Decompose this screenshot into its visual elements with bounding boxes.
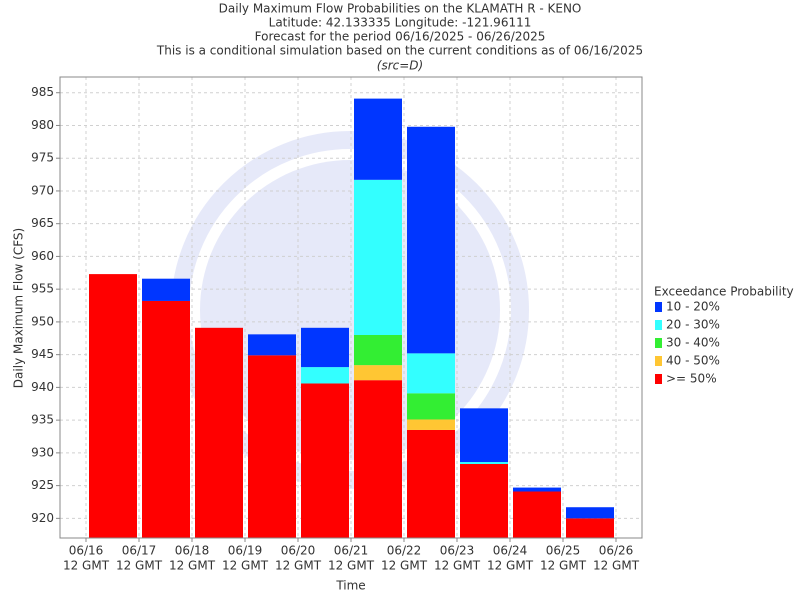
bar-segment bbox=[301, 327, 349, 368]
legend-label: >= 50% bbox=[666, 372, 717, 386]
y-tick-label: 930 bbox=[31, 445, 54, 459]
legend-title: Exceedance Probability bbox=[654, 285, 794, 299]
y-tick-label: 935 bbox=[31, 413, 54, 427]
bar-segment bbox=[301, 383, 349, 538]
x-tick-label: 06/22 bbox=[387, 544, 422, 558]
bar-segment bbox=[354, 98, 402, 180]
x-tick-label: 12 GMT bbox=[169, 559, 216, 573]
subtitle: This is a conditional simulation based o… bbox=[156, 44, 643, 58]
x-tick-label: 06/26 bbox=[599, 544, 634, 558]
plot-frame bbox=[59, 76, 643, 539]
x-tick-label: 06/23 bbox=[440, 544, 475, 558]
y-tick-label: 940 bbox=[31, 380, 54, 394]
bar-segment bbox=[407, 126, 455, 354]
x-tick-label: 12 GMT bbox=[116, 559, 163, 573]
legend-swatch bbox=[655, 374, 662, 384]
y-tick-label: 985 bbox=[31, 85, 54, 99]
bar-segment bbox=[354, 335, 402, 366]
x-tick-label: 06/20 bbox=[281, 544, 316, 558]
y-tick-label: 925 bbox=[31, 478, 54, 492]
x-tick-label: 06/24 bbox=[493, 544, 528, 558]
legend-swatch bbox=[655, 320, 662, 330]
x-tick-label: 12 GMT bbox=[434, 559, 481, 573]
bar-segment bbox=[354, 380, 402, 538]
x-tick-label: 12 GMT bbox=[63, 559, 110, 573]
y-tick-label: 920 bbox=[31, 511, 54, 525]
x-tick-label: 12 GMT bbox=[275, 559, 322, 573]
source: (src=D) bbox=[377, 59, 423, 73]
y-tick-label: 950 bbox=[31, 314, 54, 328]
y-axis-label: Daily Maximum Flow (CFS) bbox=[12, 228, 26, 388]
bar-segment bbox=[460, 464, 508, 538]
x-tick-label: 06/18 bbox=[175, 544, 210, 558]
x-tick-label: 12 GMT bbox=[328, 559, 375, 573]
x-axis-label: Time bbox=[335, 579, 365, 593]
y-tick-label: 955 bbox=[31, 282, 54, 296]
y-tick-label: 975 bbox=[31, 151, 54, 165]
bar-segment bbox=[354, 179, 402, 336]
legend-label: 40 - 50% bbox=[666, 354, 720, 368]
bar-segment bbox=[407, 429, 455, 538]
x-tick-label: 06/16 bbox=[69, 544, 104, 558]
legend-label: 20 - 30% bbox=[666, 318, 720, 332]
bar-segment bbox=[142, 300, 190, 538]
bar-segment bbox=[248, 355, 296, 538]
chart-title: Daily Maximum Flow Probabilities on the … bbox=[219, 2, 582, 16]
bar-segment bbox=[354, 365, 402, 381]
x-tick-label: 12 GMT bbox=[540, 559, 587, 573]
bar-segment bbox=[566, 507, 614, 519]
x-tick-label: 12 GMT bbox=[381, 559, 428, 573]
x-tick-label: 12 GMT bbox=[487, 559, 534, 573]
x-tick-label: 06/25 bbox=[546, 544, 581, 558]
bar-segment bbox=[142, 278, 190, 301]
bar-segment bbox=[301, 367, 349, 384]
bar-segment bbox=[460, 408, 508, 463]
x-tick-label: 06/17 bbox=[122, 544, 157, 558]
x-tick-label: 12 GMT bbox=[593, 559, 640, 573]
x-tick-label: 06/19 bbox=[228, 544, 263, 558]
y-tick-label: 980 bbox=[31, 118, 54, 132]
y-tick-label: 945 bbox=[31, 347, 54, 361]
bar-segment bbox=[460, 462, 508, 465]
legend-label: 30 - 40% bbox=[666, 336, 720, 350]
bar-segment bbox=[195, 327, 243, 538]
legend-swatch bbox=[655, 338, 662, 348]
bar-segment bbox=[248, 334, 296, 356]
legend-swatch bbox=[655, 356, 662, 366]
x-tick-label: 06/21 bbox=[334, 544, 369, 558]
bar-segment bbox=[407, 353, 455, 394]
bar-segment bbox=[407, 393, 455, 420]
subtitle: Forecast for the period 06/16/2025 - 06/… bbox=[255, 30, 546, 44]
bar-segment bbox=[89, 274, 137, 538]
subtitle: Latitude: 42.133335 Longitude: -121.9611… bbox=[269, 16, 532, 30]
bar-segment bbox=[513, 491, 561, 538]
y-tick-label: 965 bbox=[31, 216, 54, 230]
x-tick-label: 12 GMT bbox=[222, 559, 269, 573]
bar-segment bbox=[566, 518, 614, 538]
bar-segment bbox=[513, 487, 561, 492]
legend-label: 10 - 20% bbox=[666, 300, 720, 314]
legend-swatch bbox=[655, 302, 662, 312]
bar-segment bbox=[407, 419, 455, 430]
y-tick-label: 970 bbox=[31, 183, 54, 197]
y-tick-label: 960 bbox=[31, 249, 54, 263]
